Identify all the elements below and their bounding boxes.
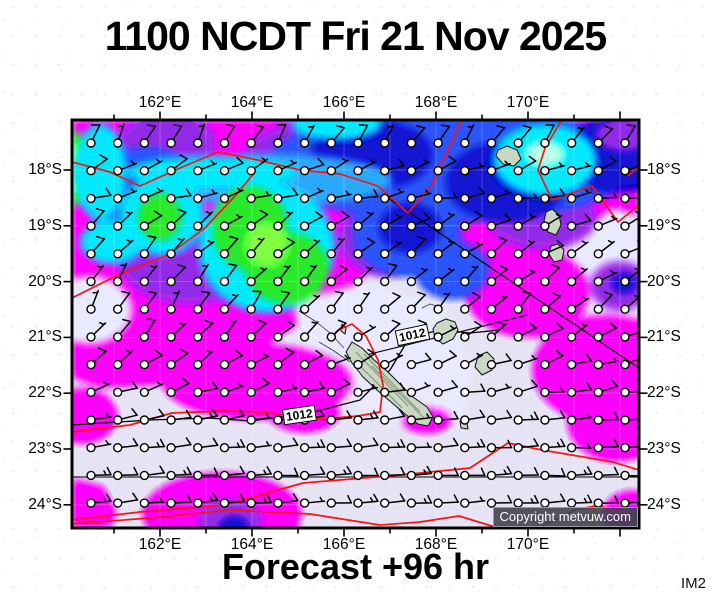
axis-label: 166°E [322, 536, 366, 553]
copyright-badge: Copyright metvuw.com [492, 507, 638, 527]
axis-label: 19°S [28, 216, 62, 234]
model-id-label: IM2 [681, 575, 707, 592]
axis-label: 19°S [647, 216, 681, 234]
axis-label: 21°S [647, 328, 681, 346]
axis-label: 24°S [28, 495, 62, 513]
axis-label: 170°E [506, 536, 550, 553]
axis-label: 18°S [28, 161, 62, 178]
axis-label: 18°S [647, 161, 681, 178]
axis-label: 20°S [28, 272, 62, 290]
axis-label: 164°E [230, 94, 274, 111]
axis-label: 168°E [414, 536, 458, 553]
map-area: 1012 1012 Copyright metvuw.com [63, 111, 648, 537]
page-title: 1100 NCDT Fri 21 Nov 2025 [104, 13, 607, 59]
axis-label: 23°S [647, 440, 681, 457]
axis-label: 168°E [414, 94, 458, 111]
axis-label: 24°S [647, 495, 681, 513]
axis-label: 20°S [647, 272, 681, 290]
axis-label: 166°E [322, 94, 366, 111]
axis-label: 162°E [138, 536, 182, 553]
map-canvas [63, 111, 648, 537]
axis-label: 22°S [647, 384, 681, 402]
axis-label: 22°S [28, 384, 62, 402]
axis-label: 162°E [138, 94, 182, 111]
axis-label: 21°S [28, 328, 62, 346]
axis-label: 23°S [28, 440, 62, 457]
forecast-hour-label: Forecast +96 hr [221, 546, 490, 587]
axis-label: 164°E [230, 536, 274, 553]
axis-label: 170°E [506, 94, 550, 111]
